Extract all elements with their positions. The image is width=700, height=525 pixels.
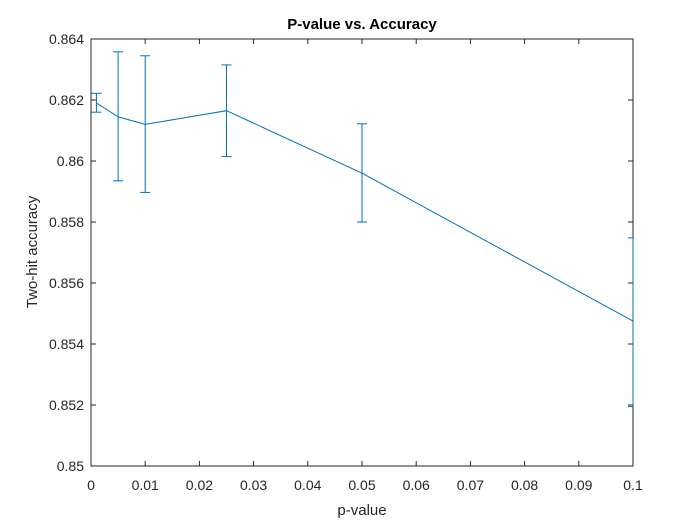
y-tick-label: 0.856 (49, 275, 84, 291)
series-layer (91, 51, 634, 408)
x-tick-label: 0.03 (240, 477, 267, 493)
x-axis-label: p-value (337, 502, 386, 519)
x-tick-label: 0.02 (186, 477, 213, 493)
error-bar (91, 92, 102, 113)
chart-title: P-value vs. Accuracy (287, 16, 437, 33)
x-tick-label: 0.08 (511, 477, 538, 493)
error-bar (221, 64, 232, 157)
x-tick-label: 0.06 (403, 477, 430, 493)
plot-area (90, 38, 634, 467)
error-bar (357, 123, 367, 223)
x-tick-label: 0.05 (348, 477, 375, 493)
x-axis: 0 0.01 0.02 0.03 0.04 0.05 0.06 0.07 0.08 0.09 0.1 (87, 39, 643, 493)
y-tick-label: 0.854 (49, 336, 84, 352)
error-bar (628, 237, 634, 408)
y-tick-label: 0.862 (49, 92, 84, 108)
x-tick-label: 0.01 (132, 477, 159, 493)
error-bar (113, 51, 124, 182)
series-line (96, 102, 634, 322)
y-tick-label: 0.858 (49, 214, 84, 230)
x-tick-label: 0 (87, 477, 95, 493)
x-tick-label: 0.09 (565, 477, 592, 493)
y-tick-label: 0.864 (49, 31, 84, 47)
y-tick-label: 0.85 (57, 458, 84, 474)
error-bar (140, 55, 151, 193)
y-axis-label: Two-hit accuracy (24, 195, 41, 308)
x-tick-label: 0.04 (294, 477, 321, 493)
x-tick-label: 0.07 (457, 477, 484, 493)
y-axis: 0.85 0.852 0.854 0.856 0.858 0.86 0.862 0.864 (49, 31, 633, 474)
x-tick-label: 0.1 (623, 477, 643, 493)
y-tick-label: 0.86 (57, 153, 84, 169)
y-tick-label: 0.852 (49, 397, 84, 413)
